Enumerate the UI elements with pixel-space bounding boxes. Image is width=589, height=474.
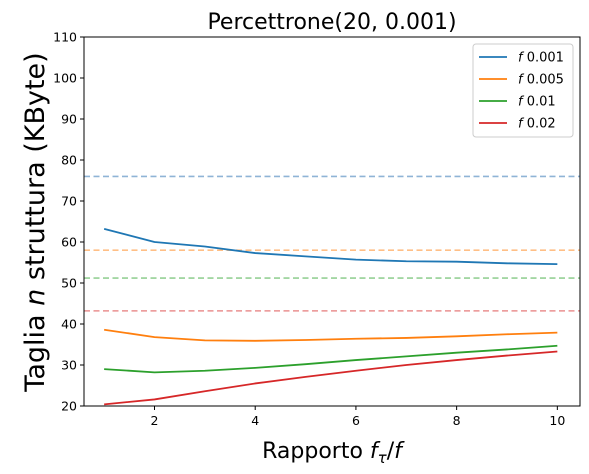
plot-frame — [83, 36, 581, 407]
y-tick-label: 80 — [61, 153, 77, 168]
x-tick-label: 2 — [151, 413, 159, 428]
x-label-tau-subscript: τ — [378, 449, 388, 467]
legend: f 0.001 f 0.005 f 0.01 f 0.02 — [472, 43, 574, 138]
y-tick-label: 30 — [61, 358, 77, 373]
series-line-2 — [104, 328, 558, 342]
y-tick-label: 20 — [61, 399, 77, 414]
legend-label-1: f 0.001 — [518, 51, 564, 66]
x-label-f: f — [394, 439, 405, 464]
legend-box — [472, 43, 574, 138]
x-tick-label: 8 — [453, 413, 461, 428]
x-label-f-tau: f — [370, 439, 381, 464]
y-tick-label: 90 — [61, 112, 77, 127]
chart-title: Percettrone(20, 0.001) — [207, 10, 456, 35]
y-tick-label: 110 — [53, 30, 77, 45]
series-line-4 — [104, 350, 558, 406]
legend-label-4: f 0.02 — [518, 117, 556, 132]
y-tick-label: 70 — [61, 194, 77, 209]
y-axis-label: Taglia n struttura (KByte) — [20, 52, 51, 392]
x-tick-label: 6 — [352, 413, 360, 428]
series-line-3 — [104, 344, 558, 374]
reference-lines — [84, 175, 580, 312]
y-label-n: n — [20, 289, 51, 306]
series-line-1 — [103, 228, 558, 266]
y-label-word: Taglia — [20, 306, 51, 393]
y-tick-label: 100 — [53, 71, 77, 86]
legend-label-2: f 0.005 — [518, 73, 564, 88]
x-label-word: Rapporto — [262, 439, 370, 464]
y-axis: 20 30 40 50 60 70 80 90 100 110 — [53, 30, 84, 414]
y-tick-label: 40 — [61, 317, 77, 332]
x-axis: 2 4 6 8 10 — [151, 406, 565, 428]
x-tick-label: 4 — [251, 413, 259, 428]
legend-label-3: f 0.01 — [518, 95, 556, 110]
y-tick-label: 50 — [61, 276, 77, 291]
y-label-rest: struttura (KByte) — [20, 52, 51, 288]
x-label-slash: / — [387, 439, 395, 464]
x-tick-label: 10 — [549, 413, 565, 428]
series-lines — [103, 228, 558, 406]
y-tick-label: 60 — [61, 235, 77, 250]
x-axis-label: Rapporto fτ/f — [262, 439, 405, 467]
